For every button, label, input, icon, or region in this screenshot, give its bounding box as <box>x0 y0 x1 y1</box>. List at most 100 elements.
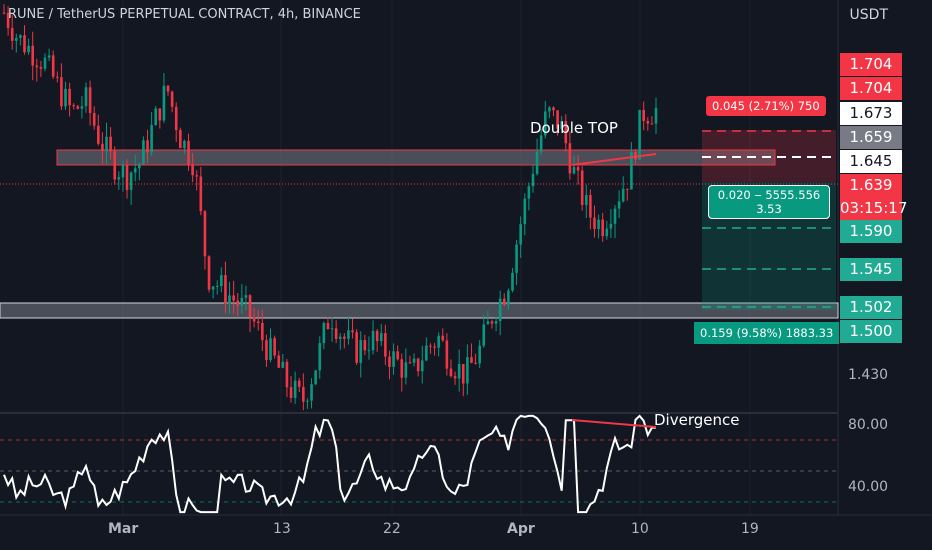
candle-body <box>548 107 551 112</box>
candle-body <box>256 321 260 323</box>
candle-body <box>191 164 194 176</box>
candle-body <box>646 120 650 124</box>
candle-body <box>88 87 92 114</box>
candle-body <box>343 336 346 339</box>
candle-body <box>425 345 428 361</box>
candle-body <box>121 164 125 178</box>
candle-body <box>638 110 641 160</box>
price-label: 1.704 <box>840 53 902 76</box>
resistance-zone <box>56 149 776 166</box>
price-trendline <box>571 153 657 166</box>
candle-body <box>326 323 330 330</box>
candle-body <box>375 330 379 342</box>
price-label: 1.502 <box>840 296 902 319</box>
candle-body <box>297 380 301 387</box>
candle-body <box>240 297 244 306</box>
candle-body <box>568 143 572 174</box>
candle-body <box>437 335 440 348</box>
candle-body <box>203 211 207 257</box>
candle-body <box>64 88 67 107</box>
candle-body <box>125 164 129 190</box>
candle-body <box>597 219 600 229</box>
candle-body <box>109 136 112 152</box>
divergence-annotation: Divergence <box>654 411 740 429</box>
candle-body <box>453 376 457 379</box>
price-label: 1.673 <box>840 102 902 125</box>
candle-body <box>363 340 367 351</box>
candle-body <box>232 295 235 301</box>
candle-body <box>51 55 55 77</box>
rsi-tick-80: 80.00 <box>848 417 889 433</box>
candle-body <box>511 272 514 291</box>
rsi-line <box>3 414 656 514</box>
candle-body <box>613 208 617 224</box>
time-tick-10: 10 <box>631 521 649 537</box>
candle-body <box>129 172 133 190</box>
price-label: 1.590 <box>840 220 902 243</box>
time-tick-22: 22 <box>383 521 401 537</box>
candle-body <box>621 188 625 202</box>
rsi-pane <box>0 414 838 514</box>
candle-body <box>302 386 305 402</box>
candle-body <box>498 298 502 322</box>
candle-body <box>543 111 547 136</box>
candle-body <box>330 328 334 330</box>
candle-body <box>150 125 153 153</box>
candle-body <box>461 363 465 384</box>
candle-body <box>162 85 166 121</box>
candle-body <box>19 35 22 38</box>
candle-body <box>207 256 211 290</box>
candle-body <box>43 57 47 69</box>
candle-body <box>593 217 596 229</box>
candle-body <box>535 151 539 174</box>
price-label: 1.645 <box>840 150 902 173</box>
reward-box: 0.159 (9.58%) 1883.33 <box>694 322 840 344</box>
candle-body <box>39 67 43 69</box>
candle-body <box>76 106 80 109</box>
candle-body <box>113 151 117 180</box>
rsi-tick-40: 40.00 <box>848 479 889 495</box>
candle-body <box>318 343 322 371</box>
candle-body <box>564 120 568 144</box>
entry-box-line1: 0.020 ‒ 5555.556 <box>717 188 821 202</box>
candle-body <box>322 323 326 344</box>
candle-body <box>617 201 621 209</box>
candle-body <box>101 143 104 151</box>
candle-body <box>650 123 654 125</box>
candle-body <box>384 333 387 357</box>
price-label: 1.500 <box>840 320 902 343</box>
candle-body <box>269 338 272 360</box>
candle-body <box>170 91 174 107</box>
candle-body <box>92 113 96 126</box>
candle-body <box>609 223 613 229</box>
candle-body <box>248 295 252 318</box>
candle-body <box>211 286 215 290</box>
price-label: 1.659 <box>840 126 902 149</box>
time-tick-mar: Mar <box>108 521 139 537</box>
position-tool <box>702 130 836 310</box>
candle-body <box>486 321 490 325</box>
candle-body <box>142 140 145 165</box>
candle-body <box>404 362 408 378</box>
candle-body <box>515 244 518 273</box>
candle-body <box>359 340 363 363</box>
candle-body <box>519 224 522 245</box>
candle-body <box>474 362 477 364</box>
candle-body <box>482 324 486 346</box>
candle-body <box>97 125 100 144</box>
candle-body <box>15 37 18 41</box>
candle-body <box>441 335 445 341</box>
candle-body <box>412 358 416 363</box>
candle-body <box>580 170 584 205</box>
candle-body <box>285 361 289 388</box>
candle-body <box>457 363 461 379</box>
candle-body <box>154 108 158 126</box>
candle-body <box>334 328 338 339</box>
candles <box>2 4 658 411</box>
symbol-title: RUNE / TetherUS PERPETUAL CONTRACT, 4h, … <box>8 7 361 22</box>
candle-body <box>289 387 293 398</box>
candle-body <box>31 45 35 66</box>
candle-body <box>158 108 162 121</box>
candle-body <box>552 107 555 111</box>
